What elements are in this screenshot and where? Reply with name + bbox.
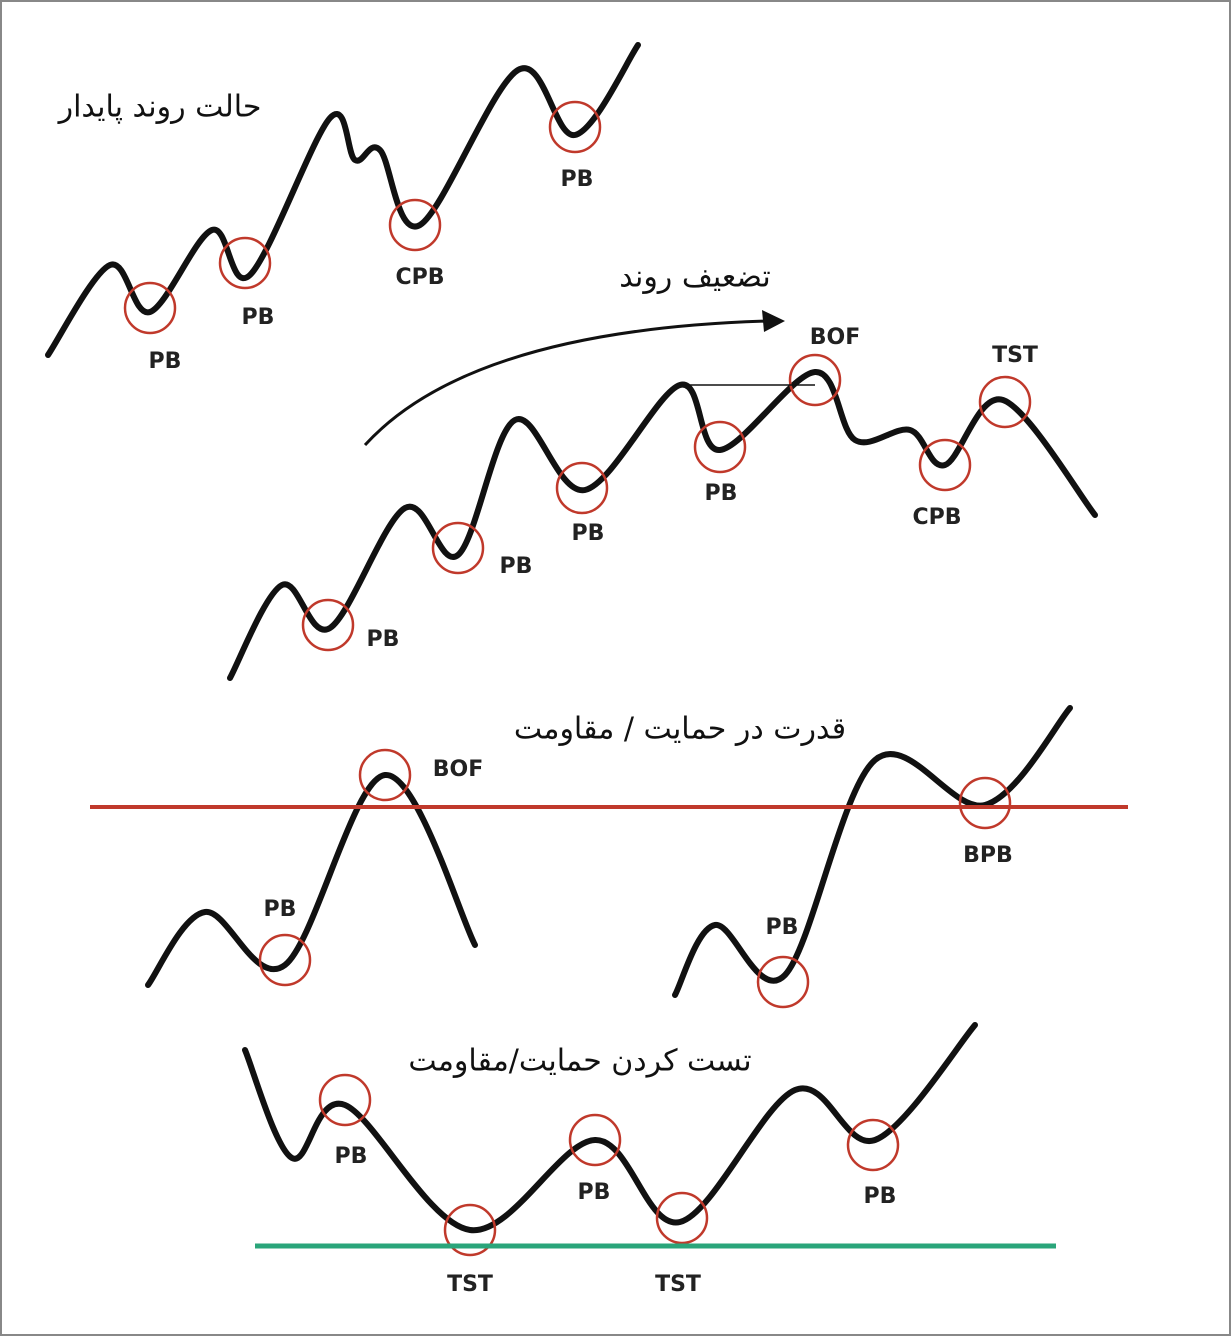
label: PB xyxy=(149,349,182,374)
label: PB xyxy=(561,167,594,192)
highlight-circle xyxy=(788,353,842,407)
highlight-circle xyxy=(258,933,312,987)
highlight-circle xyxy=(443,1203,497,1257)
label: PB xyxy=(578,1180,611,1205)
label: BOF xyxy=(810,325,861,350)
highlight-circle xyxy=(555,461,609,515)
section-title: قدرت در حمایت / مقاومت xyxy=(514,712,846,747)
label: PB xyxy=(500,554,533,579)
highlight-circle xyxy=(358,748,412,802)
label: PB xyxy=(572,521,605,546)
label: PB xyxy=(864,1184,897,1209)
section-title: حالت روند پایدار xyxy=(57,90,262,125)
label: PB xyxy=(705,481,738,506)
highlight-circle xyxy=(318,1073,372,1127)
arrow-head xyxy=(762,310,785,332)
label: BPB xyxy=(963,843,1013,868)
section-title: تضعیف روند xyxy=(619,260,771,295)
curves xyxy=(45,42,1098,1257)
highlight-circle xyxy=(218,236,272,290)
label: TST xyxy=(992,343,1038,368)
highlight-circle xyxy=(548,100,602,154)
price-curve xyxy=(145,772,478,988)
price-curve xyxy=(227,369,1098,681)
label: TST xyxy=(655,1272,701,1297)
highlight-circle xyxy=(958,776,1012,830)
label: PB xyxy=(766,915,799,940)
highlight-circle xyxy=(388,198,442,252)
label: PB xyxy=(242,305,275,330)
highlight-circle xyxy=(568,1113,622,1167)
highlight-circle xyxy=(918,438,972,492)
highlight-circle xyxy=(655,1191,709,1245)
price-curve xyxy=(242,1022,978,1234)
label: PB xyxy=(335,1144,368,1169)
highlight-circle xyxy=(756,955,810,1009)
label: CPB xyxy=(395,265,444,290)
label: PB xyxy=(367,627,400,652)
highlight-circle xyxy=(123,281,177,335)
highlight-circle xyxy=(978,375,1032,429)
label: CPB xyxy=(912,505,961,530)
highlight-circle xyxy=(846,1118,900,1172)
arrow xyxy=(363,319,769,447)
label: PB xyxy=(264,897,297,922)
section-title: تست کردن حمایت/مقاومت xyxy=(408,1044,751,1079)
highlight-circle xyxy=(431,521,485,575)
highlight-circle xyxy=(301,598,355,652)
label: BOF xyxy=(433,757,484,782)
price-curve xyxy=(45,42,641,358)
price-curve xyxy=(672,705,1073,998)
label: TST xyxy=(447,1272,493,1297)
highlight-circle xyxy=(693,420,747,474)
